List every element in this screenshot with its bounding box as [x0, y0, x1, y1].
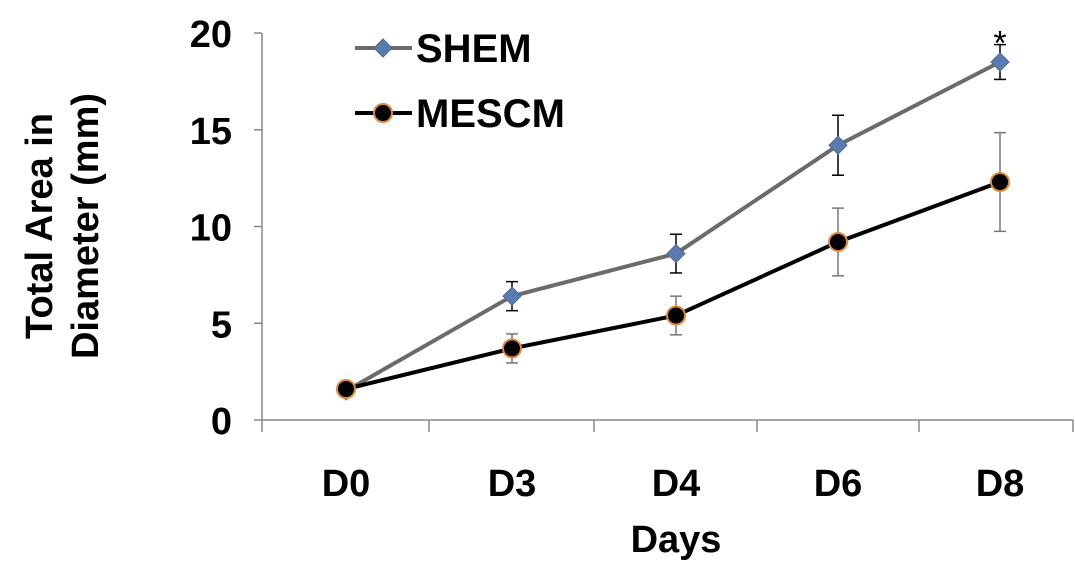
- y-tick-label: 10: [190, 208, 232, 250]
- y-tick-label: 5: [211, 304, 232, 346]
- axes: 0 5 10 15 20 D0 D3 D4 D6 D8: [190, 14, 1074, 505]
- data-point: [336, 379, 356, 400]
- y-axis-title-line-2: Diameter (mm): [65, 93, 107, 359]
- data-point: [828, 231, 848, 252]
- series-layer: [336, 43, 1010, 401]
- data-point: [666, 243, 686, 264]
- legend-marker: [373, 103, 393, 123]
- legend-item-mescm: MESCM: [355, 92, 565, 136]
- x-axis-title: Days: [631, 519, 722, 561]
- x-tick-label: D4: [652, 463, 701, 505]
- series-line: [345, 180, 1001, 391]
- y-tick-label: 20: [190, 14, 232, 56]
- x-tick-label: D8: [976, 463, 1025, 505]
- legend-label: MESCM: [416, 92, 565, 136]
- x-tick-label: D3: [488, 463, 537, 505]
- legend-label: SHEM: [416, 27, 532, 71]
- data-point: [502, 338, 522, 359]
- y-axis-title: Total Area in Diameter (mm): [19, 93, 107, 359]
- legend-item-shem: SHEM: [355, 27, 532, 71]
- significance-annotation: *: [993, 25, 1006, 63]
- legend-marker: [373, 38, 393, 58]
- axis-labels: Days Total Area in Diameter (mm) *: [19, 25, 1007, 561]
- data-point: [990, 171, 1010, 192]
- data-point: [666, 305, 686, 326]
- y-axis-title-line-1: Total Area in: [19, 113, 61, 339]
- y-tick-label: 0: [211, 401, 232, 443]
- series-mescm: [336, 131, 1010, 400]
- data-point: [502, 286, 522, 306]
- x-tick-label: D6: [814, 463, 863, 505]
- y-tick-label: 15: [190, 111, 232, 153]
- data-point: [828, 135, 848, 155]
- data-point: [990, 52, 1010, 72]
- x-tick-label: D0: [322, 463, 371, 505]
- legend: SHEM MESCM: [355, 27, 565, 136]
